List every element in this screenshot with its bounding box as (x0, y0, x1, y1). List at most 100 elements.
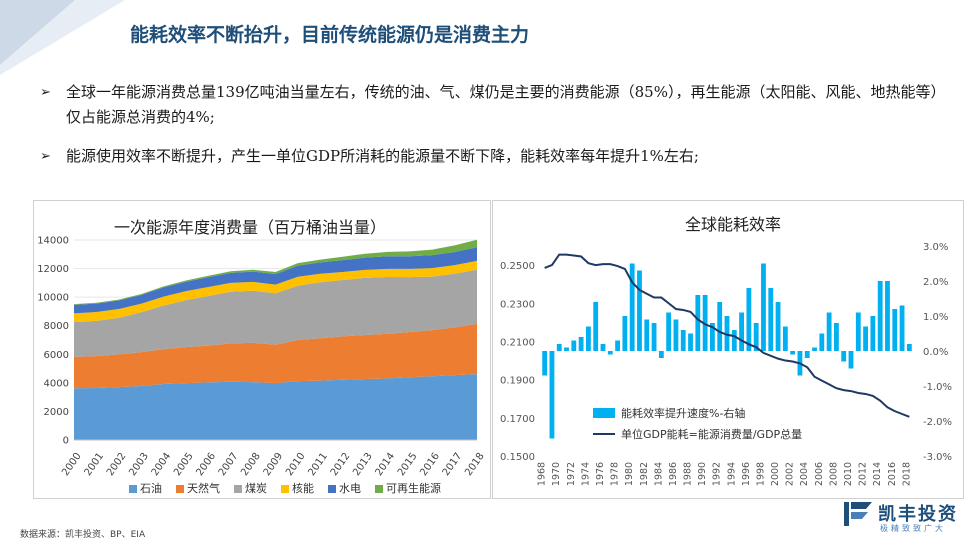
right-y-tick-label: -3.0% (923, 452, 952, 463)
right-y-tick-label: -1.0% (923, 382, 952, 393)
legend-label: 煤炭 (245, 482, 267, 495)
x-tick-label: 2008 (239, 451, 263, 478)
efficiency-growth-bar (848, 351, 854, 369)
legend-item: 石油 (129, 480, 162, 496)
efficiency-growth-bar (593, 302, 599, 351)
efficiency-growth-bar (556, 344, 562, 351)
efficiency-growth-bar (695, 295, 701, 351)
legend-item: 水电 (328, 480, 361, 496)
x-tick-label: 1984 (653, 462, 664, 486)
bullet-text: 全球一年能源消费总量139亿吨油当量左右，传统的油、气、煤仍是主要的消费能源（8… (66, 83, 938, 126)
efficiency-growth-bar (739, 312, 744, 351)
area-series-石油 (74, 374, 477, 440)
logo-tagline: 极精致致广大 (880, 524, 946, 533)
energy-consumption-chart-panel: 一次能源年度消费量（百万桶油当量） 0 2000 4000 6000 8000 10000… (33, 200, 491, 499)
area-series-天然气 (74, 323, 477, 389)
legend-label: 天然气 (187, 482, 220, 495)
legend-label: 石油 (140, 482, 162, 495)
area-series-煤炭 (74, 269, 477, 357)
y-tick-label: 12000 (37, 264, 69, 275)
efficiency-growth-bar (863, 326, 868, 351)
right-y-tick-label: 0.0% (923, 347, 948, 358)
x-tick-label: 2015 (396, 451, 420, 478)
legend-swatch (328, 485, 336, 493)
x-tick-label: 2011 (306, 451, 330, 478)
bullet-arrow-icon: ➢ (40, 149, 51, 164)
legend-item: 能耗效率提升速度%-右轴 (593, 405, 802, 421)
efficiency-growth-bar (834, 323, 839, 351)
legend-swatch (593, 408, 615, 418)
efficiency-growth-bar (615, 340, 620, 351)
efficiency-growth-bar (688, 333, 693, 351)
bullet-text: 能源使用效率不断提升，产生一单位GDP所消耗的能源量不断下降，能耗效率每年提升1… (66, 147, 699, 165)
efficiency-growth-bar (855, 312, 861, 351)
efficiency-growth-bar (600, 344, 606, 351)
efficiency-growth-bar (666, 312, 672, 351)
efficiency-growth-bar (680, 330, 686, 351)
legend-item: 天然气 (176, 480, 220, 496)
x-tick-label: 1970 (551, 462, 562, 486)
x-tick-label: 1978 (610, 462, 621, 486)
efficiency-growth-bar (768, 288, 774, 351)
legend-item: 煤炭 (234, 480, 267, 496)
y-tick-label: 6000 (44, 350, 69, 361)
legend-item: 单位GDP能耗=能源消费量/GDP总量 (593, 426, 802, 442)
left-y-tick-label: 0.1500 (500, 452, 535, 463)
legend-label: 单位GDP能耗=能源消费量/GDP总量 (621, 428, 803, 441)
y-tick-label: 0 (63, 436, 69, 447)
legend-swatch (129, 485, 137, 493)
efficiency-growth-bar (710, 323, 715, 351)
legend-swatch (375, 485, 383, 493)
efficiency-growth-bar (702, 295, 708, 351)
efficiency-growth-bar (607, 351, 613, 355)
x-tick-label: 2012 (329, 451, 353, 478)
energy-consumption-chart: 0200040006000800010000120001400020002001… (37, 236, 487, 479)
efficiency-growth-bar (586, 326, 591, 351)
x-tick-label: 1998 (755, 462, 766, 486)
x-tick-label: 2000 (770, 462, 781, 486)
efficiency-growth-bar (892, 309, 898, 351)
slide-title: 能耗效率不断抬升，目前传统能源仍是消费主力 (130, 24, 530, 46)
x-tick-label: 2018 (463, 451, 487, 478)
area-series-水电 (74, 247, 477, 314)
y-tick-label: 4000 (44, 378, 69, 389)
logo-name: 凯丰投资 (878, 504, 958, 525)
efficiency-growth-bar (885, 281, 890, 351)
legend-label: 水电 (339, 482, 361, 495)
efficiency-growth-bar (826, 312, 832, 351)
x-tick-label: 2003 (127, 451, 151, 478)
x-tick-label: 1992 (712, 462, 723, 486)
x-tick-label: 2007 (217, 451, 241, 478)
x-tick-label: 2006 (814, 462, 825, 486)
efficiency-growth-bar (717, 302, 723, 351)
efficiency-growth-bar (622, 316, 628, 351)
legend-swatch (593, 433, 615, 435)
right-y-tick-label: -2.0% (923, 417, 952, 428)
left-y-tick-label: 0.1900 (500, 376, 535, 387)
x-tick-label: 2016 (887, 462, 898, 486)
x-tick-label: 2014 (374, 451, 398, 478)
source-note: 数据来源：凯丰投资、BP、EIA (20, 530, 146, 540)
x-tick-label: 2005 (172, 451, 196, 478)
legend-label: 能耗效率提升速度%-右轴 (621, 407, 746, 420)
efficiency-growth-bar (629, 263, 635, 351)
legend-swatch (176, 485, 184, 493)
chart-title: 一次能源年度消费量（百万桶油当量） (114, 218, 387, 237)
efficiency-growth-bar (731, 330, 737, 351)
x-tick-label: 2004 (799, 462, 810, 486)
energy-efficiency-chart: 0.2500 0.2300 0.2100 0.1900 0.1700 0.1500 3.0%… (500, 242, 952, 486)
x-tick-label: 1974 (580, 462, 591, 486)
efficiency-growth-bar (906, 344, 912, 351)
x-tick-label: 2010 (843, 462, 854, 486)
x-tick-label: 1968 (537, 462, 548, 486)
legend-label: 核能 (292, 482, 314, 495)
x-tick-label: 1972 (566, 462, 577, 486)
bullet-item: ➢ 能源使用效率不断提升，产生一单位GDP所消耗的能源量不断下降，能耗效率每年提… (40, 144, 940, 169)
left-y-tick-label: 0.1700 (500, 414, 535, 425)
kaifeng-logo-icon (844, 502, 872, 526)
chart-legend: 能耗效率提升速度%-右轴 单位GDP能耗=能源消费量/GDP总量 (593, 405, 802, 447)
y-tick-label: 2000 (44, 407, 69, 418)
efficiency-growth-bar (549, 351, 555, 439)
efficiency-growth-bar (578, 337, 584, 351)
efficiency-growth-bar (812, 347, 817, 351)
